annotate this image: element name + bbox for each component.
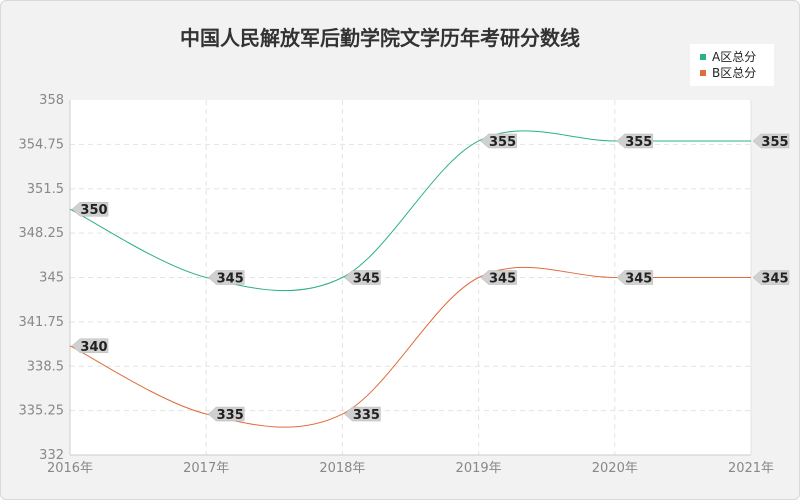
data-label-box bbox=[480, 270, 517, 285]
legend-item-b[interactable]: B区总分 bbox=[700, 66, 756, 80]
data-label-box bbox=[616, 270, 654, 285]
y-tick-label: 335.25 bbox=[19, 404, 65, 419]
y-tick-label: 348.25 bbox=[19, 226, 65, 241]
x-tick-label: 2019年 bbox=[456, 461, 502, 476]
data-label: 345 bbox=[761, 272, 788, 287]
data-label-box bbox=[616, 133, 654, 149]
legend-swatch-a bbox=[700, 53, 706, 60]
data-label-box bbox=[752, 270, 790, 285]
data-label: 350 bbox=[80, 203, 107, 218]
data-label-box bbox=[71, 201, 109, 217]
data-label-box bbox=[207, 270, 245, 285]
legend-label-a: A区总分 bbox=[712, 50, 757, 64]
x-tick-label: 2018年 bbox=[319, 461, 365, 476]
data-label: 335 bbox=[217, 408, 244, 423]
y-tick-label: 345 bbox=[39, 271, 64, 286]
data-label: 355 bbox=[761, 135, 788, 150]
data-label-box bbox=[344, 406, 381, 422]
chart-title: 中国人民解放军后勤学院文学历年考研分数线 bbox=[180, 26, 580, 50]
data-label: 340 bbox=[80, 340, 107, 355]
data-label: 355 bbox=[489, 135, 516, 150]
y-tick-label: 354.75 bbox=[19, 137, 65, 152]
y-tick-label: 338.5 bbox=[27, 359, 64, 374]
legend-label-b: B区总分 bbox=[712, 66, 757, 80]
x-tick-label: 2021年 bbox=[728, 461, 774, 476]
y-tick-label: 332 bbox=[39, 448, 64, 463]
y-tick-label: 358 bbox=[39, 93, 64, 108]
data-label-box bbox=[752, 133, 790, 149]
data-label: 335 bbox=[353, 408, 380, 423]
data-label: 345 bbox=[489, 272, 516, 287]
data-label: 355 bbox=[625, 135, 652, 150]
y-tick-label: 351.5 bbox=[27, 182, 64, 197]
x-tick-label: 2017年 bbox=[183, 461, 229, 476]
data-label-box bbox=[71, 338, 109, 354]
legend-item-a[interactable]: A区总分 bbox=[700, 50, 756, 64]
legend-swatch-b bbox=[700, 69, 706, 76]
y-tick-label: 341.75 bbox=[19, 315, 65, 330]
data-label: 345 bbox=[217, 272, 244, 287]
data-label-box bbox=[480, 133, 517, 149]
data-label-box bbox=[344, 270, 381, 285]
x-tick-label: 2020年 bbox=[592, 461, 638, 476]
data-label: 345 bbox=[353, 272, 380, 287]
data-label: 345 bbox=[625, 272, 652, 287]
chart-legend: A区总分 B区总分 bbox=[690, 44, 774, 86]
data-label-box bbox=[207, 406, 245, 422]
x-tick-label: 2016年 bbox=[47, 461, 93, 476]
